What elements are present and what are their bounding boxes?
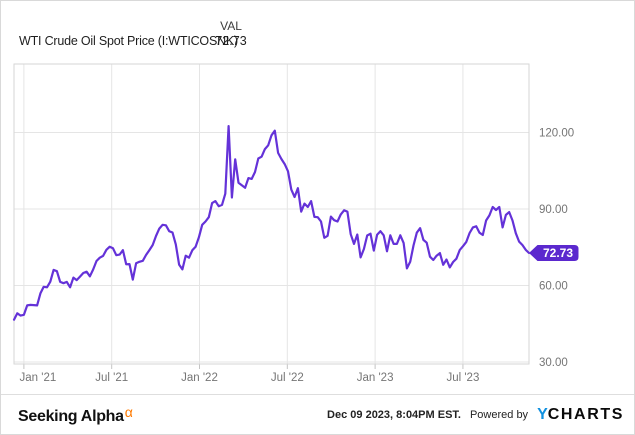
x-axis-tick-label: Jan '23 <box>357 372 394 384</box>
timestamp: Dec 09 2023, 8:04PM EST. <box>327 408 461 421</box>
ycharts-y-glyph: Y <box>537 405 548 423</box>
chart-title: WTI Crude Oil Spot Price (I:WTICOSNK) <box>19 34 239 48</box>
last-value-badge-label: 72.73 <box>543 246 573 260</box>
price-chart[interactable]: 120.00 90.00 60.00 30.00 Jan '21 Jul '21 Jan '… <box>1 57 635 392</box>
ycharts-logo: YCHARTS <box>537 406 624 424</box>
chart-header: WTI Crude Oil Spot Price (I:WTICOSNK) VA… <box>1 1 634 57</box>
val-column-label: VAL <box>220 19 242 33</box>
y-axis-tick-label: 30.00 <box>539 357 568 369</box>
x-axis-tick-label: Jul '22 <box>271 372 304 384</box>
last-value-badge[interactable] <box>529 245 579 261</box>
y-axis-tick-label: 120.00 <box>539 128 574 140</box>
val-current-value: 72.73 <box>215 34 247 48</box>
price-line[interactable] <box>12 125 531 321</box>
ycharts-wordmark: CHARTS <box>547 405 624 423</box>
x-axis-tick-label: Jan '22 <box>181 372 218 384</box>
x-axis-tick-label: Jan '21 <box>20 372 57 384</box>
seeking-alpha-wordmark: Seeking Alpha <box>18 408 124 425</box>
footer: Seeking Alphaα Dec 09 2023, 8:04PM EST. … <box>1 395 634 434</box>
footer-divider <box>1 394 634 395</box>
plot-border <box>13 63 530 365</box>
powered-by-label: Powered by <box>469 408 529 421</box>
x-axis-tick-label: Jul '21 <box>95 372 128 384</box>
y-axis-tick-label: 60.00 <box>539 281 568 293</box>
plot-area-wrapper: 120.00 90.00 60.00 30.00 Jan '21 Jul '21 Jan '… <box>1 57 635 392</box>
x-axis-tick-label: Jul '23 <box>446 372 479 384</box>
seeking-alpha-logo: Seeking Alphaα <box>18 404 133 426</box>
y-axis-tick-label: 90.00 <box>539 204 568 216</box>
footer-attribution: Dec 09 2023, 8:04PM EST. Powered by YCHA… <box>327 395 624 434</box>
alpha-glyph-icon: α <box>124 404 133 420</box>
